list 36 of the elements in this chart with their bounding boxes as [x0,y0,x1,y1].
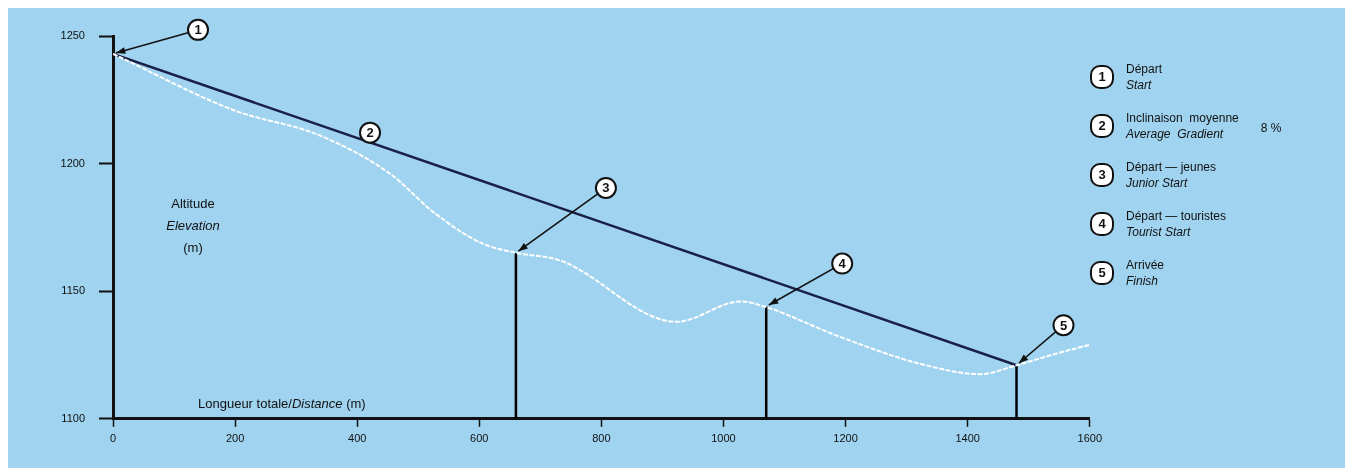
y-tick-label: 1150 [61,284,85,297]
text: Départ — touristes [1126,207,1227,224]
x-tick-label: 800 [592,432,611,445]
y-axis-title: Altitude Elevation (m) [166,195,220,255]
annotation: 5 [1059,317,1068,333]
y-tick-label: 1200 [60,156,85,169]
y-tick-label: 1100 [61,411,85,424]
text: 2 [1098,118,1106,133]
x-tick-label: 1200 [833,432,858,445]
text: 4 [1098,216,1106,231]
text: 5 [1098,265,1106,280]
annotation: 2 [366,125,374,141]
x-tick-label: 200 [225,432,245,445]
text: 3 [1098,167,1106,182]
text: Tourist Start [1126,223,1192,240]
x-tick-label: 600 [470,432,489,445]
annotation: 4 [838,256,847,272]
text: Départ — jeunes [1126,158,1217,175]
x-tick-label: 1600 [1077,432,1103,445]
text: 1 [1098,69,1106,84]
x-tick-label: 1400 [955,432,980,445]
annotation: 1 [194,22,202,38]
y-tick-label: 1250 [60,29,85,42]
x-tick-label: 400 [348,432,367,445]
text: Arrivée [1126,256,1165,273]
text: Average Gradient [1126,125,1225,142]
x-tick-label: 0 [109,432,117,445]
text: 8 % [1260,120,1282,135]
x-tick-label: 1000 [711,432,736,445]
text: Départ [1126,60,1163,77]
text: Finish [1126,272,1159,289]
text: Inclinaison moyenne [1126,109,1239,126]
annotation: 3 [602,180,610,196]
text: Junior Start [1126,174,1189,191]
x-axis-title: Longueur totale/Distance (m) [198,396,366,412]
text: Start [1126,76,1153,93]
